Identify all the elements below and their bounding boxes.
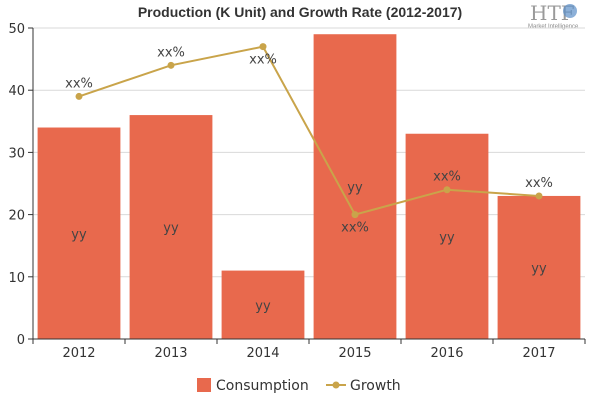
growth-data-label: xx% <box>341 221 369 236</box>
growth-data-label: xx% <box>249 53 277 68</box>
growth-point <box>167 61 175 69</box>
bar-data-label: yy <box>439 230 455 245</box>
legend-label-growth: Growth <box>350 378 401 394</box>
bar-data-label: yy <box>347 181 363 196</box>
bar-data-label: yy <box>255 299 271 314</box>
bar-consumption <box>129 115 213 339</box>
growth-point <box>259 43 267 51</box>
growth-line <box>78 45 540 216</box>
legend-label-consumption: Consumption <box>216 378 309 394</box>
bar-data-label: yy <box>531 261 547 276</box>
x-tick-label: 2014 <box>246 346 279 361</box>
y-tick-label: 30 <box>8 146 25 161</box>
legend-swatch-consumption <box>197 378 211 392</box>
y-tick-label: 40 <box>8 84 25 99</box>
y-tick-label: 10 <box>8 271 25 286</box>
bar-consumption <box>313 34 397 339</box>
y-tick-label: 0 <box>17 333 25 348</box>
bar-data-label: yy <box>71 227 87 242</box>
growth-data-label: xx% <box>65 76 93 91</box>
y-tick-label: 20 <box>8 209 25 224</box>
globe-icon <box>563 4 577 18</box>
growth-point <box>75 92 83 100</box>
bar-data-label: yy <box>163 221 179 236</box>
x-tick-label: 2013 <box>154 346 187 361</box>
chart-title: Production (K Unit) and Growth Rate (201… <box>138 4 462 20</box>
legend-swatch-growth-point <box>332 381 340 389</box>
growth-point <box>535 192 543 200</box>
growth-point <box>443 186 451 194</box>
growth-data-label: xx% <box>525 176 553 191</box>
x-tick-label: 2012 <box>62 346 95 361</box>
bar-consumption <box>405 133 489 339</box>
growth-data-label: xx% <box>433 170 461 185</box>
bar-consumption <box>37 127 121 340</box>
x-tick-label: 2015 <box>338 346 371 361</box>
y-tick-label: 50 <box>8 22 25 37</box>
logo-tagline: Market Intelligence <box>528 24 579 30</box>
bar-consumption <box>221 270 305 339</box>
x-tick-label: 2016 <box>430 346 463 361</box>
growth-point <box>351 211 359 219</box>
x-tick-label: 2017 <box>522 346 555 361</box>
growth-data-label: xx% <box>157 45 185 60</box>
bar-consumption <box>497 195 581 339</box>
logo: HTF Market Intelligence <box>528 1 579 30</box>
